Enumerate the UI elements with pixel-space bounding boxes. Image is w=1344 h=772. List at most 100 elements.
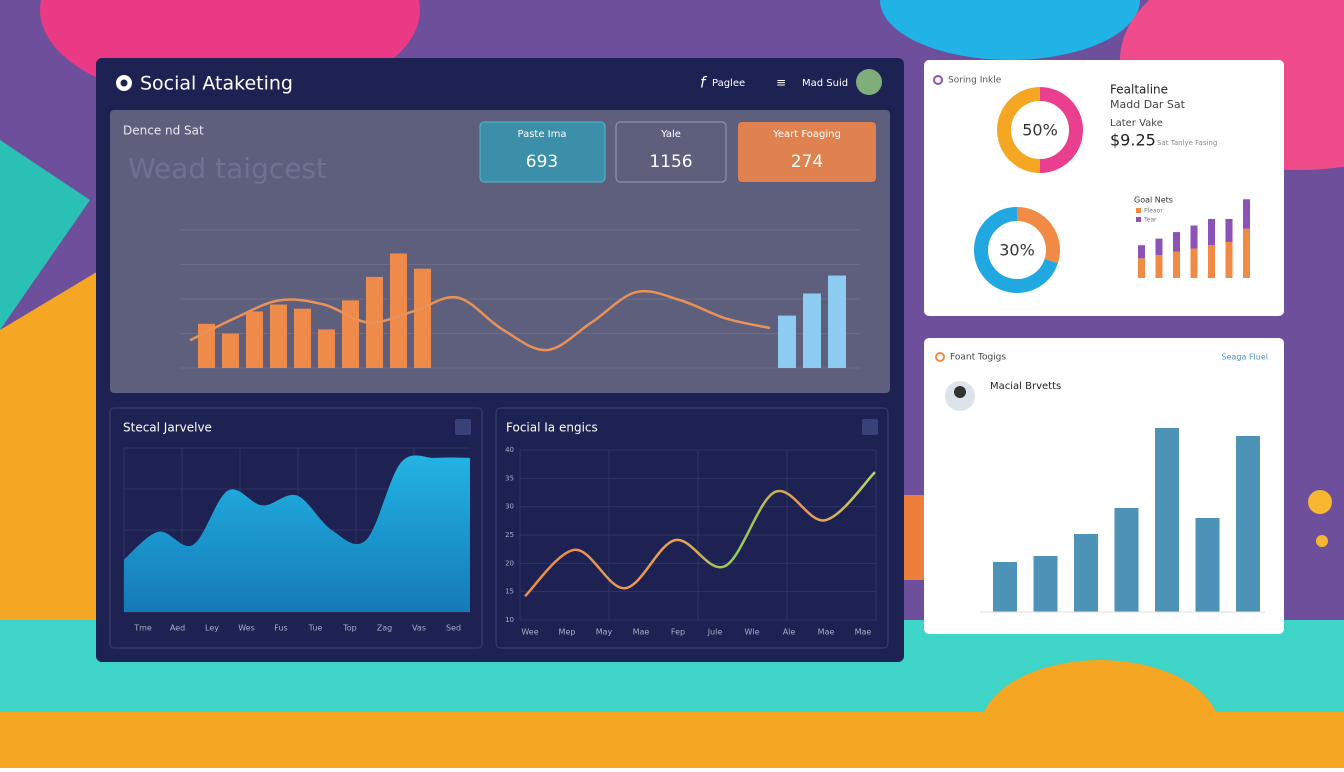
bar-segment [1138, 258, 1145, 278]
kpi-card[interactable] [738, 122, 876, 182]
y-tick-label: 35 [505, 474, 514, 482]
x-tick-label: Jule [707, 628, 723, 637]
legend-swatch [1136, 217, 1141, 222]
y-tick-label: 30 [505, 503, 514, 511]
kpi-card[interactable] [479, 121, 606, 183]
panel-title: Stecal Jarvelve [123, 421, 212, 435]
kpi-value: 693 [526, 152, 558, 172]
bar-segment [1208, 218, 1215, 246]
bar [993, 562, 1017, 612]
bar-segment [1243, 228, 1250, 278]
card-heading: Fealtaline [1110, 83, 1168, 97]
legend-label: Pleaor [1144, 208, 1163, 215]
area [124, 455, 470, 612]
logo [120, 79, 128, 87]
donut-label: 30% [999, 241, 1035, 260]
blob [0, 140, 90, 330]
donut-label: 50% [1022, 121, 1058, 140]
kpi-label: Paste Ima [518, 129, 567, 140]
bar [1155, 428, 1179, 612]
y-tick-label: 15 [505, 588, 514, 596]
kpi-label: Yeart Foaging [772, 129, 841, 140]
card-title: Foant Togigs [950, 353, 1006, 363]
icon [935, 352, 945, 362]
donut-segment [1039, 87, 1083, 173]
metric-value: $9.25 [1110, 131, 1156, 150]
menu-button[interactable] [455, 419, 471, 435]
x-tick-label: May [596, 628, 613, 637]
bar [1195, 518, 1220, 612]
y-tick-label: 25 [505, 531, 514, 539]
bar [342, 300, 359, 368]
card-link[interactable]: Seaga Fluel [1222, 353, 1268, 362]
right-panel [495, 407, 889, 649]
bar [294, 308, 311, 368]
line [524, 471, 876, 598]
dot [1316, 535, 1328, 547]
x-tick-label: Mae [855, 628, 872, 637]
bar [1033, 556, 1058, 612]
bar-segment [1208, 245, 1215, 278]
bar-segment [1243, 199, 1250, 229]
watermark: Wead taigcest [128, 152, 327, 185]
bar [1074, 534, 1098, 612]
x-tick-label: Mep [559, 628, 576, 637]
kpi-card[interactable] [615, 121, 727, 183]
bar-segment [1190, 225, 1198, 249]
bar [778, 315, 796, 368]
bar-segment [1138, 245, 1145, 259]
card-title: Soring Inkle [948, 76, 1002, 86]
profile-name: Macial Brvetts [990, 381, 1061, 392]
bar-segment [1155, 255, 1163, 278]
bar [222, 333, 239, 368]
x-tick-label: Vas [412, 624, 426, 633]
icon: f [700, 74, 708, 92]
dot [1308, 490, 1332, 514]
bar [414, 268, 431, 368]
x-tick-label: Tme [133, 624, 152, 633]
bar [390, 253, 407, 368]
trend-line [189, 289, 771, 352]
x-tick-label: Fep [671, 628, 685, 637]
bar [1236, 436, 1260, 612]
donut-segment [1016, 207, 1060, 264]
x-tick-label: Wee [521, 628, 538, 637]
stack-title: Goal Nets [1134, 196, 1173, 205]
overview-title: Dence nd Sat [123, 124, 204, 138]
bar [270, 304, 287, 368]
menu-button[interactable] [862, 419, 878, 435]
avatar [954, 386, 966, 398]
x-tick-label: Ley [205, 624, 219, 633]
y-tick-label: 40 [505, 446, 514, 454]
blob [904, 495, 924, 580]
card-subheading: Madd Dar Sat [1110, 98, 1186, 111]
bar-segment [1225, 218, 1233, 242]
events-card [924, 338, 1284, 634]
avatar[interactable] [856, 69, 882, 95]
y-tick-label: 10 [505, 616, 514, 624]
x-tick-label: Mae [633, 628, 650, 637]
x-tick-label: Mae [818, 628, 835, 637]
x-tick-label: Wle [744, 628, 759, 637]
x-tick-label: Aed [170, 624, 185, 633]
nav-item[interactable]: Paglee [712, 78, 745, 89]
bar [198, 323, 215, 368]
y-tick-label: 20 [505, 559, 514, 567]
blob [880, 0, 1140, 60]
x-tick-label: Sed [446, 624, 461, 633]
kpi-value: 274 [791, 152, 823, 172]
icon: ≡ [776, 76, 786, 90]
donut-rest [974, 207, 1058, 293]
blob [0, 270, 100, 620]
x-tick-label: Fus [274, 624, 287, 633]
metric-note: Sat Tanlye Fasing [1157, 139, 1217, 147]
panel-title: Focial Ia engics [506, 421, 598, 435]
bar [803, 293, 821, 368]
bar [318, 329, 335, 368]
metric-label: Later Vake [1110, 118, 1163, 129]
bar [246, 311, 263, 368]
legend-swatch [1136, 208, 1141, 213]
nav-item[interactable]: Mad Suid [802, 78, 848, 89]
